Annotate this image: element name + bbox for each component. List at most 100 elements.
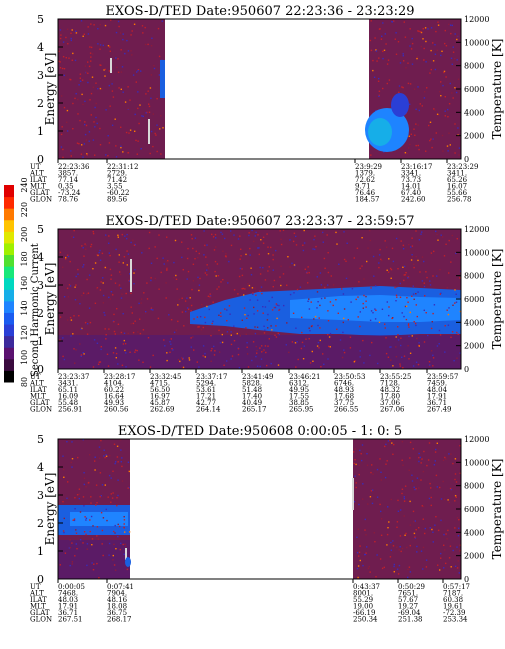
noise-speck — [204, 352, 206, 355]
noise-speck — [277, 332, 279, 335]
noise-speck — [359, 449, 361, 452]
orbit-cell: 251.38 — [398, 616, 423, 624]
orbit-cell: 78.76 — [58, 196, 79, 204]
noise-speck — [173, 331, 176, 334]
noise-speck — [74, 59, 77, 62]
noise-speck — [70, 335, 72, 337]
noise-speck — [94, 302, 97, 304]
noise-speck — [135, 139, 137, 142]
noise-speck — [90, 245, 92, 248]
noise-speck — [59, 339, 61, 341]
noise-speck — [217, 275, 220, 277]
orbit-cell: 267.51 — [58, 616, 83, 624]
noise-speck — [397, 339, 400, 341]
noise-speck — [116, 497, 118, 499]
noise-speck — [411, 245, 414, 247]
noise-speck — [392, 453, 394, 455]
noise-speck — [92, 525, 94, 527]
noise-speck — [197, 257, 199, 259]
noise-speck — [69, 546, 72, 549]
orbit-cell: 60.22 — [104, 386, 124, 394]
noise-speck — [158, 74, 161, 76]
noise-speck — [378, 94, 380, 97]
colorbar-block — [4, 254, 14, 267]
noise-speck — [149, 366, 152, 368]
noise-speck — [310, 301, 312, 303]
noise-speck — [415, 488, 417, 490]
noise-speck — [69, 316, 72, 319]
noise-speck — [424, 91, 426, 93]
noise-speck — [418, 487, 420, 489]
noise-speck — [386, 269, 388, 271]
noise-speck — [218, 351, 221, 353]
noise-speck — [447, 324, 450, 326]
noise-speck — [181, 366, 184, 369]
noise-speck — [152, 145, 154, 148]
noise-speck — [366, 546, 368, 548]
noise-speck — [99, 87, 102, 90]
noise-speck — [186, 257, 189, 260]
noise-speck — [104, 266, 106, 269]
noise-speck — [420, 233, 422, 235]
orbit-cell: 3431. — [58, 380, 78, 388]
noise-speck — [383, 49, 386, 51]
noise-speck — [130, 323, 132, 325]
orbit-cell: 0.35 — [58, 183, 74, 191]
noise-speck — [407, 147, 410, 149]
noise-speck — [107, 365, 110, 367]
noise-speck — [126, 39, 128, 42]
noise-speck — [75, 532, 78, 534]
noise-speck — [443, 498, 446, 500]
noise-speck — [418, 342, 420, 344]
noise-speck — [187, 270, 190, 273]
noise-speck — [459, 352, 461, 354]
noise-speck — [446, 538, 448, 540]
noise-speck — [229, 313, 231, 315]
noise-speck — [308, 308, 311, 310]
noise-speck — [411, 255, 414, 258]
noise-speck — [211, 348, 213, 350]
orbit-cell: 6746. — [334, 380, 354, 388]
noise-speck — [198, 252, 200, 255]
noise-speck — [83, 505, 85, 507]
noise-speck — [384, 33, 386, 35]
noise-speck — [84, 133, 87, 136]
orbit-cell: -72.39 — [443, 609, 465, 617]
orbit-cell: 45.87 — [150, 399, 170, 407]
noise-speck — [405, 532, 407, 535]
noise-speck — [327, 271, 330, 274]
noise-speck — [253, 240, 255, 243]
noise-speck — [427, 28, 429, 30]
noise-speck — [108, 70, 111, 72]
noise-speck — [384, 445, 386, 448]
noise-speck — [445, 562, 447, 565]
noise-speck — [74, 97, 76, 100]
panel-3-spike-2 — [125, 548, 127, 560]
noise-speck — [419, 31, 422, 33]
noise-speck — [123, 523, 125, 525]
noise-speck — [448, 307, 450, 309]
noise-speck — [181, 311, 184, 313]
noise-speck — [359, 325, 361, 328]
noise-speck — [409, 83, 412, 85]
noise-speck — [406, 546, 408, 549]
noise-speck — [272, 258, 274, 261]
noise-speck — [209, 295, 212, 297]
orbit-cell: 256.78 — [447, 196, 472, 204]
noise-speck — [115, 156, 118, 158]
noise-speck — [152, 354, 154, 357]
noise-speck — [124, 349, 126, 352]
noise-speck — [275, 249, 277, 252]
noise-speck — [87, 26, 89, 28]
noise-speck — [77, 273, 79, 275]
noise-speck — [398, 564, 401, 567]
noise-speck — [412, 448, 414, 450]
noise-speck — [89, 454, 91, 456]
orbit-row-label: ILAT — [30, 386, 47, 394]
noise-speck — [308, 272, 310, 274]
panel-3-orbit-table: UTALTILATMLTGLATGLON0:00:057468.48.0317.… — [29, 583, 470, 624]
noise-speck — [426, 87, 428, 89]
noise-speck — [230, 358, 232, 360]
noise-speck — [88, 140, 90, 142]
right-axis-tick-label: 12000 — [464, 225, 489, 234]
